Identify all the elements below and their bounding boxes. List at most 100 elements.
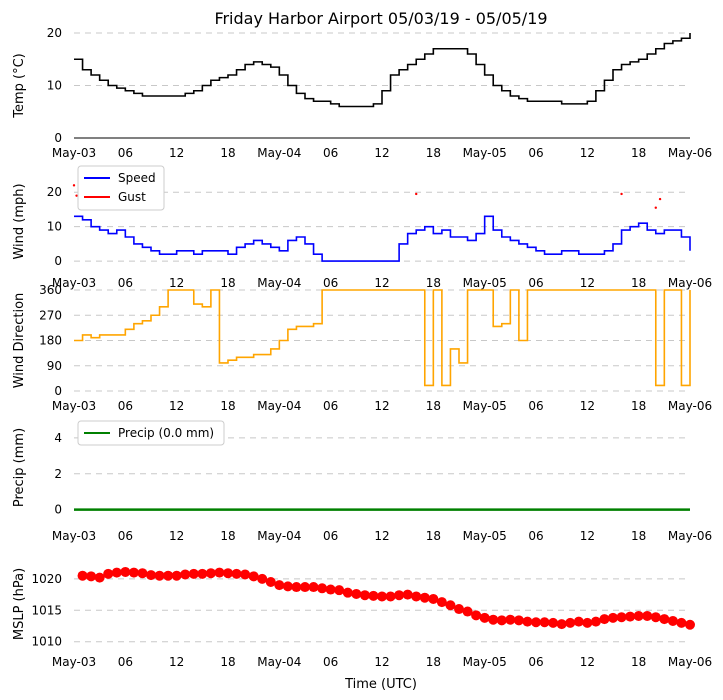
temp-panel: 0 10 20 Temp (°C) May-03 06 12 18 May-04 06 12 18 Ma…	[12, 26, 712, 160]
wind-legend-label: Gust	[118, 190, 146, 204]
precip-xtick-label: 12	[580, 529, 595, 543]
wind-xtick-label: 06	[118, 276, 133, 290]
temp-xtick-label: 06	[323, 146, 338, 160]
mslp-point	[676, 617, 687, 628]
temp-ytick-label: 20	[47, 26, 62, 40]
mslp-point	[128, 567, 139, 578]
mslp-xtick-label: May-05	[463, 655, 507, 669]
mslp-point	[205, 568, 216, 579]
mslp-point	[659, 614, 670, 625]
mslp-xtick-label: 18	[426, 655, 441, 669]
mslp-xtick-label: May-03	[52, 655, 96, 669]
mslp-point	[436, 597, 447, 608]
mslp-point	[608, 612, 618, 623]
winddir-xtick-label: 18	[220, 399, 235, 413]
temp-xtick-label: 18	[220, 146, 235, 160]
wind-ytick-label: 0	[54, 254, 62, 268]
mslp-point	[146, 570, 156, 581]
wind-xtick-label: 12	[374, 276, 389, 290]
temp-ytick-label: 0	[54, 131, 62, 145]
precip-xtick-label: May-04	[257, 529, 301, 543]
precip-xtick-label: 18	[631, 529, 646, 543]
winddir-xtick-label: 12	[580, 399, 595, 413]
precip-legend-label: Precip (0.0 mm)	[118, 426, 214, 440]
winddir-xtick-label: 12	[374, 399, 389, 413]
winddir-ytick-label: 180	[39, 334, 62, 348]
wind-xtick-label: May-04	[257, 276, 301, 290]
mslp-point	[667, 615, 678, 626]
wind-xtick-label: 18	[426, 276, 441, 290]
mslp-point	[505, 614, 516, 625]
winddir-panel: 0 90 180 270 360 Wind Direction May-03 06 12 18 Ma…	[12, 283, 712, 413]
mslp-point	[265, 577, 276, 587]
temp-xtick-label: 18	[426, 146, 441, 160]
wind-panel: 0 10 20 Wind (mph) May-03 06 12 18 May-04 06 12 18 M…	[12, 165, 712, 290]
gust-point	[654, 206, 657, 209]
mslp-point	[548, 617, 559, 628]
precip-xtick-label: May-06	[668, 529, 712, 543]
precip-xtick-label: 06	[528, 529, 543, 543]
winddir-xtick-label: 06	[118, 399, 133, 413]
temp-xtick-label: 18	[631, 146, 646, 160]
mslp-point	[531, 617, 541, 628]
mslp-point	[454, 604, 464, 615]
temp-xtick-label: 12	[169, 146, 184, 160]
mslp-point	[300, 582, 310, 593]
gust-point	[75, 194, 78, 197]
mslp-point	[257, 573, 268, 584]
wind-xtick-label: May-05	[463, 276, 507, 290]
precip-xtick-label: 12	[169, 529, 184, 543]
mslp-point	[385, 591, 396, 602]
wind-y-axis-label: Wind (mph)	[12, 183, 27, 259]
mslp-point	[77, 570, 88, 581]
mslp-point	[625, 611, 636, 622]
temp-ytick-label: 10	[47, 79, 62, 93]
mslp-point	[411, 591, 422, 602]
precip-xtick-label: 18	[426, 529, 441, 543]
mslp-ytick-label: 1010	[31, 635, 62, 649]
mslp-point	[462, 606, 473, 617]
mslp-point	[180, 569, 191, 580]
mslp-point	[103, 568, 114, 579]
precip-xtick-label: 18	[220, 529, 235, 543]
winddir-series-line	[74, 289, 691, 387]
precip-xtick-label: 06	[118, 529, 133, 543]
mslp-point	[394, 590, 405, 601]
wind-xtick-label: May-06	[668, 276, 712, 290]
temp-xtick-label: 12	[374, 146, 389, 160]
temp-xtick-label: May-06	[668, 146, 712, 160]
gust-point	[415, 192, 418, 196]
winddir-xtick-label: May-06	[668, 399, 712, 413]
wind-legend-label: Speed	[118, 171, 156, 185]
mslp-point	[308, 582, 319, 593]
mslp-y-axis-label: MSLP (hPa)	[12, 568, 27, 640]
precip-ytick-label: 2	[54, 467, 62, 481]
temp-xtick-label: May-04	[257, 146, 301, 160]
mslp-point	[223, 568, 233, 579]
mslp-xtick-label: 18	[220, 655, 235, 669]
mslp-xtick-label: May-06	[668, 655, 712, 669]
mslp-point	[351, 588, 362, 599]
mslp-point	[479, 612, 490, 623]
wind-xtick-label: 12	[169, 276, 184, 290]
gust-point	[620, 192, 623, 196]
mslp-point	[419, 592, 430, 603]
mslp-ytick-label: 1020	[31, 572, 62, 586]
wind-xtick-label: 18	[631, 276, 646, 290]
mslp-point	[565, 617, 576, 628]
mslp-point	[317, 583, 328, 594]
temp-xtick-label: May-03	[52, 146, 96, 160]
winddir-xtick-label: 18	[631, 399, 646, 413]
winddir-xtick-label: May-03	[52, 399, 96, 413]
mslp-point	[556, 619, 567, 630]
wind-legend: Speed Gust	[77, 165, 165, 211]
mslp-point	[590, 616, 601, 627]
mslp-point	[291, 582, 302, 593]
mslp-point	[368, 590, 379, 601]
mslp-point	[325, 584, 336, 595]
mslp-panel: 1010 1015 1020 MSLP (hPa) May-03 06 12 18 May-04…	[12, 566, 712, 669]
mslp-point	[685, 619, 695, 630]
winddir-xtick-label: 12	[169, 399, 184, 413]
